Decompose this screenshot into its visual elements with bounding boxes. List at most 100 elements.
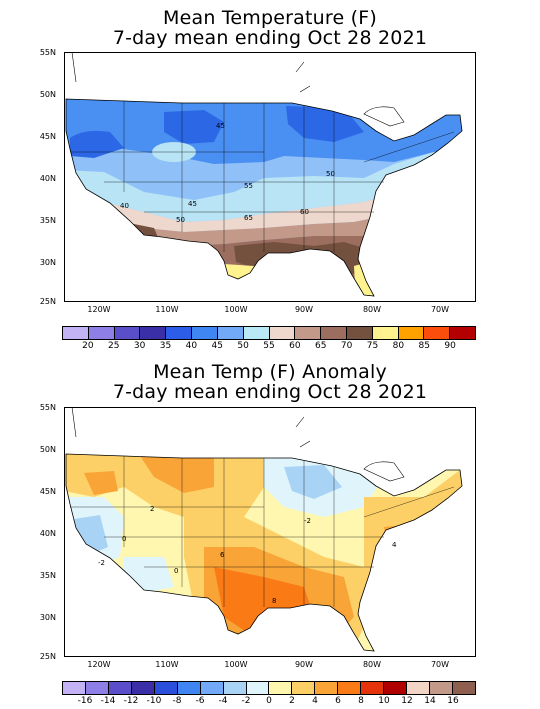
lat-label: 50N (39, 445, 56, 454)
colorbar-label: 8 (358, 696, 364, 706)
colorbar-swatch (131, 682, 155, 694)
panel1-colorbar-labels: 20 25 30 35 40 45 50 55 60 65 70 75 80 85 90 (0, 341, 540, 355)
colorbar-swatch (108, 682, 132, 694)
lat-label: 55N (39, 48, 56, 57)
panel1-title-line1: Mean Temperature (F) (163, 7, 377, 29)
colorbar-label: -8 (172, 696, 182, 706)
lat-label: 30N (39, 258, 56, 267)
colorbar-label: -12 (123, 696, 139, 706)
colorbar-label: 6 (335, 696, 341, 706)
panel1-title-line2: 7-day mean ending Oct 28 2021 (112, 27, 428, 49)
colorbar-label: 85 (418, 341, 430, 351)
contour-label: -2 (304, 517, 311, 525)
panel2-map: 2 0 -2 0 -2 6 8 4 (64, 407, 476, 657)
contour-label: 45 (216, 122, 225, 130)
colorbar-swatch (424, 327, 451, 339)
colorbar-label: 75 (366, 341, 379, 351)
contour-label: 50 (176, 216, 185, 224)
colorbar-swatch (338, 682, 362, 694)
contour-label: 45 (188, 200, 197, 208)
colorbar-swatch (63, 327, 89, 339)
contour-label: -2 (98, 559, 105, 567)
colorbar-swatch (85, 682, 109, 694)
panel1-map: 45 50 55 40 50 45 60 65 (64, 52, 476, 302)
colorbar-label: 45 (211, 341, 223, 351)
colorbar-swatch (269, 682, 293, 694)
colorbar-swatch (361, 682, 385, 694)
panel2-title-line2: 7-day mean ending Oct 28 2021 (112, 381, 428, 403)
contour-label: 2 (150, 505, 154, 513)
colorbar-label: 70 (340, 341, 353, 351)
colorbar-label: 55 (263, 341, 275, 351)
colorbar-swatch (269, 327, 296, 339)
colorbar-swatch (140, 327, 167, 339)
lon-label: 90W (294, 305, 314, 314)
colorbar-swatch (452, 682, 475, 694)
lat-label: 55N (39, 403, 56, 412)
lat-label: 25N (39, 652, 56, 661)
panel2-colorbar-labels: -16 -14 -12 -10 -8 -6 -4 -2 0 2 4 6 8 10 12 14 16 (0, 696, 540, 709)
colorbar-swatch (243, 327, 270, 339)
colorbar-swatch (88, 327, 115, 339)
contour-label: 60 (300, 208, 309, 216)
colorbar-label: -2 (241, 696, 251, 706)
panel2-colorbar (62, 681, 476, 695)
colorbar-swatch (166, 327, 193, 339)
colorbar-label: -16 (77, 696, 93, 706)
lon-label: 120W (87, 660, 111, 669)
contour-label: 40 (120, 202, 129, 210)
contour-label: 0 (174, 567, 178, 575)
colorbar-swatch (398, 327, 425, 339)
colorbar-label: 65 (315, 341, 327, 351)
colorbar-swatch (346, 327, 373, 339)
colorbar-label: 40 (185, 341, 198, 351)
contour-label: 65 (244, 214, 253, 222)
colorbar-label: 0 (266, 696, 272, 706)
contour-label: 50 (326, 170, 335, 178)
panel2-title-line1: Mean Temp (F) Anomaly (153, 361, 387, 383)
lon-label: 70W (430, 660, 450, 669)
colorbar-label: -6 (195, 696, 205, 706)
lat-label: 35N (39, 216, 56, 225)
lon-label: 100W (224, 305, 248, 314)
colorbar-label: -10 (146, 696, 162, 706)
lon-label: 120W (87, 305, 111, 314)
lat-label: 30N (39, 613, 56, 622)
lat-label: 35N (39, 571, 56, 580)
colorbar-swatch (246, 682, 270, 694)
colorbar-swatch (192, 327, 218, 339)
colorbar-swatch (292, 682, 316, 694)
lon-label: 100W (224, 660, 248, 669)
colorbar-label: 80 (392, 341, 405, 351)
colorbar-label: 35 (159, 341, 172, 351)
lon-label: 80W (362, 660, 382, 669)
colorbar-swatch (430, 682, 453, 694)
lon-label: 110W (155, 305, 179, 314)
contour-label: 8 (272, 597, 276, 605)
lat-label: 25N (39, 297, 56, 306)
colorbar-label: 16 (447, 696, 459, 706)
colorbar-swatch (321, 327, 347, 339)
colorbar-label: 30 (133, 341, 146, 351)
colorbar-swatch (63, 682, 86, 694)
colorbar-swatch (384, 682, 408, 694)
colorbar-swatch (114, 327, 141, 339)
colorbar-label: 90 (444, 341, 456, 351)
colorbar-label: 2 (289, 696, 295, 706)
lat-label: 45N (39, 132, 56, 141)
colorbar-label: 12 (401, 696, 413, 706)
colorbar-swatch (450, 327, 475, 339)
colorbar-swatch (315, 682, 339, 694)
colorbar-label: 4 (312, 696, 318, 706)
colorbar-swatch (154, 682, 178, 694)
colorbar-label: 10 (378, 696, 390, 706)
lon-label: 110W (155, 660, 179, 669)
colorbar-swatch (295, 327, 322, 339)
contour-label: 0 (122, 535, 126, 543)
lon-label: 80W (362, 305, 382, 314)
lon-label: 70W (430, 305, 450, 314)
lat-label: 40N (39, 174, 56, 183)
lat-label: 40N (39, 529, 56, 538)
lon-label: 90W (294, 660, 314, 669)
colorbar-swatch (217, 327, 244, 339)
